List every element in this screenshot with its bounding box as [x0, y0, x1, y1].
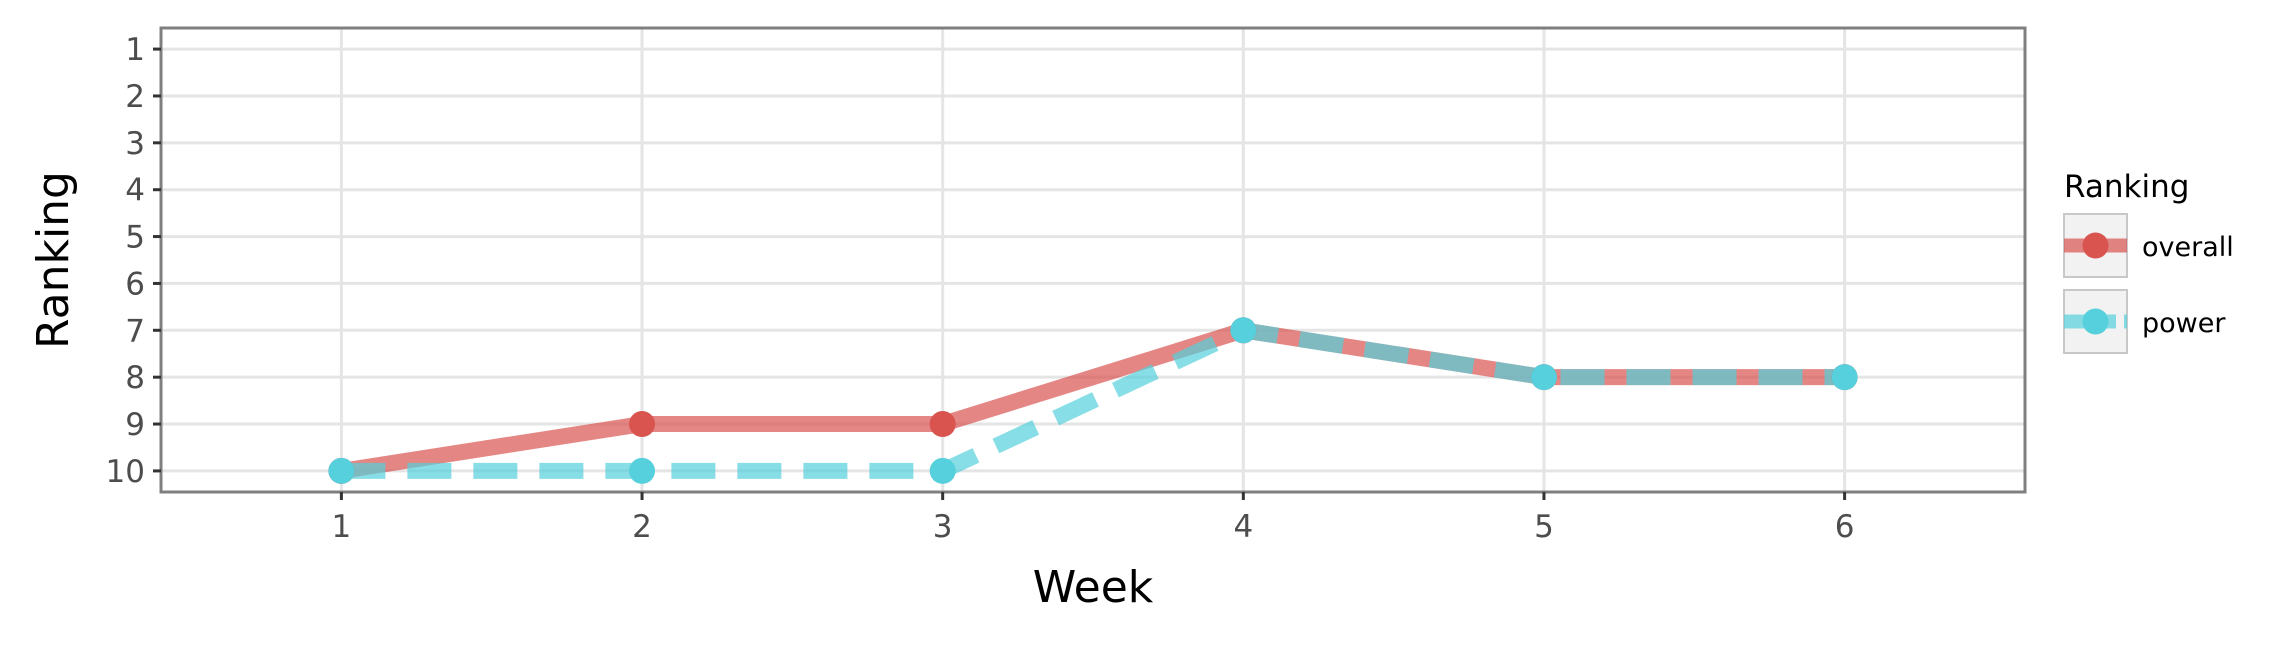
data-point-power — [929, 457, 956, 484]
plot-border — [159, 26, 2027, 494]
grid-layer — [161, 28, 2025, 492]
y-tick-label: 1 — [125, 32, 145, 68]
series-layer — [328, 317, 1858, 484]
data-point-overall — [629, 411, 656, 438]
legend: Ranking overall power — [2063, 169, 2234, 354]
y-tick-label: 10 — [106, 454, 145, 490]
y-tick-label: 2 — [125, 79, 145, 115]
legend-title: Ranking — [2064, 169, 2189, 205]
x-tick-label: 5 — [1534, 509, 1554, 545]
series-line-power — [341, 322, 1845, 479]
y-tick-label: 3 — [125, 126, 145, 162]
legend-label-overall: overall — [2142, 232, 2234, 263]
y-tick-label: 9 — [125, 407, 145, 443]
y-tick-label: 5 — [125, 220, 145, 256]
y-tick-label: 7 — [125, 313, 145, 349]
y-axis-title: Ranking — [28, 171, 79, 349]
y-tick-label: 8 — [125, 360, 145, 396]
x-tick-label: 2 — [632, 509, 652, 545]
x-tick-label: 6 — [1835, 509, 1855, 545]
axis-layer: 1 2 3 4 5 6 7 8 9 10 1 2 3 4 5 6 — [106, 32, 1855, 545]
y-tick-label: 4 — [125, 173, 145, 209]
legend-point-overall — [2082, 232, 2109, 259]
data-point-power — [1831, 364, 1858, 391]
data-point-power — [1230, 317, 1257, 344]
y-tick-label: 6 — [125, 266, 145, 302]
x-tick-label: 1 — [332, 509, 352, 545]
x-tick-label: 3 — [933, 509, 953, 545]
legend-label-power: power — [2142, 308, 2226, 339]
x-axis-title: Week — [1033, 562, 1154, 613]
legend-point-power — [2082, 308, 2109, 335]
data-point-power — [328, 457, 355, 484]
data-point-power — [629, 457, 656, 484]
x-tick-label: 4 — [1233, 509, 1253, 545]
data-point-overall — [929, 411, 956, 438]
data-point-power — [1530, 364, 1557, 391]
